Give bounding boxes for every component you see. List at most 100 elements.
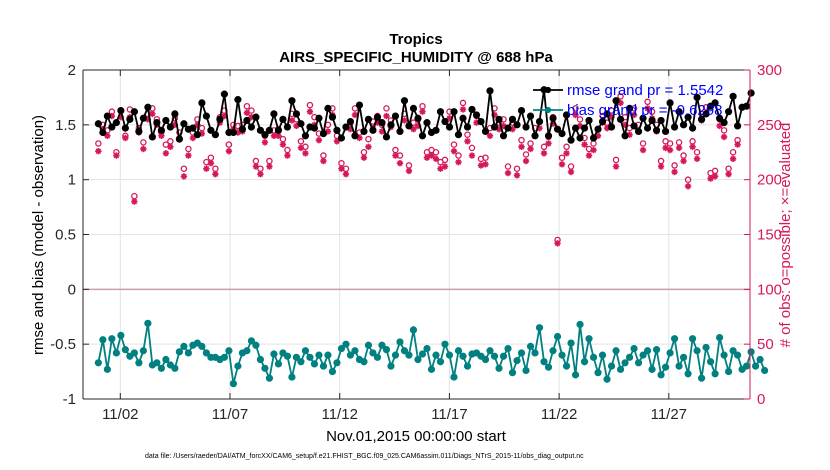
rmse-point xyxy=(319,130,328,138)
bias-point xyxy=(639,351,647,359)
rmse-point xyxy=(373,113,382,121)
possible-point xyxy=(684,176,692,183)
rmse-point xyxy=(112,119,120,127)
rmse-point xyxy=(144,103,152,111)
rmse-point xyxy=(652,126,661,134)
rmse-point xyxy=(630,122,638,130)
possible-point xyxy=(464,131,471,138)
evaluated-point xyxy=(536,124,543,132)
evaluated-point xyxy=(252,163,260,170)
rmse-point xyxy=(463,123,472,131)
evaluated-point xyxy=(167,143,174,150)
evaluated-point xyxy=(441,163,449,170)
possible-point xyxy=(306,101,314,109)
bias-point xyxy=(634,359,643,367)
bias-point xyxy=(153,359,161,367)
evaluated-point xyxy=(495,126,503,133)
bias-point xyxy=(99,336,107,344)
evaluated-point xyxy=(194,121,201,129)
evaluated-point xyxy=(270,132,278,139)
evaluated-point xyxy=(342,170,350,178)
bias-point xyxy=(616,365,625,373)
rmse-point xyxy=(175,135,183,143)
bias-point xyxy=(459,352,467,360)
bias-point xyxy=(288,373,296,381)
y-right-tick-label: 0 xyxy=(757,391,765,408)
evaluated-point xyxy=(459,106,467,113)
bias-point xyxy=(761,366,769,375)
evaluated-point xyxy=(572,111,579,119)
bias-point xyxy=(463,362,472,370)
evaluated-point xyxy=(293,122,300,130)
rmse-point xyxy=(382,133,391,141)
bias-point xyxy=(283,352,292,360)
evaluated-point xyxy=(117,113,125,121)
evaluated-point xyxy=(585,152,593,159)
rmse-point xyxy=(364,115,373,123)
bias-point xyxy=(306,353,314,361)
bias-point xyxy=(589,353,598,361)
evaluated-point xyxy=(617,99,624,107)
evaluated-point xyxy=(644,105,651,112)
possible-point xyxy=(563,143,570,151)
rmse-point xyxy=(742,102,751,110)
rmse-point xyxy=(544,132,553,140)
bias-point xyxy=(657,371,665,379)
possible-point xyxy=(365,135,372,143)
bias-point xyxy=(247,337,256,345)
rmse-point xyxy=(423,119,431,127)
bias-point xyxy=(454,347,463,355)
possible-point xyxy=(140,139,147,146)
rmse-point xyxy=(288,97,296,105)
evaluated-point xyxy=(207,160,215,167)
evaluated-point xyxy=(338,165,345,172)
evaluated-point xyxy=(522,157,530,165)
possible-point xyxy=(572,105,579,112)
bias-point xyxy=(558,351,566,359)
bias-point xyxy=(715,333,724,342)
legend-marker xyxy=(544,106,552,114)
evaluated-point xyxy=(684,183,692,190)
rmse-point xyxy=(621,132,629,140)
evaluated-point xyxy=(608,113,615,121)
evaluated-point xyxy=(594,132,602,139)
possible-point xyxy=(522,151,530,158)
bias-point xyxy=(270,350,278,358)
rmse-point xyxy=(625,104,634,112)
rmse-point xyxy=(378,119,386,127)
possible-point xyxy=(518,136,525,144)
evaluated-point xyxy=(140,145,147,153)
evaluated-point xyxy=(549,120,557,127)
rmse-point xyxy=(216,115,224,123)
possible-point xyxy=(720,127,728,134)
bias-point xyxy=(315,351,323,359)
possible-point xyxy=(410,119,417,126)
rmse-point xyxy=(594,125,602,133)
rmse-point xyxy=(490,123,499,131)
legend-label-1: bias grand pr = -0.6298 xyxy=(567,102,723,119)
y-left-tick-label: 0 xyxy=(68,281,76,298)
bias-point xyxy=(756,355,764,364)
rmse-point xyxy=(724,108,733,116)
evaluated-point xyxy=(171,121,179,129)
rmse-point xyxy=(256,126,265,134)
bias-point xyxy=(567,339,575,347)
evaluated-point xyxy=(689,143,696,150)
rmse-point xyxy=(657,116,665,125)
bias-point xyxy=(580,358,589,366)
bias-point xyxy=(499,352,508,360)
evaluated-point xyxy=(626,131,633,138)
rmse-point xyxy=(342,123,350,131)
bias-point xyxy=(144,319,152,327)
bias-point xyxy=(328,367,337,376)
bias-point xyxy=(504,344,512,353)
rmse-point xyxy=(103,112,111,120)
possible-point xyxy=(612,156,620,164)
rmse-point xyxy=(729,92,737,100)
rmse-point xyxy=(571,124,580,132)
evaluated-point xyxy=(527,145,534,153)
bias-point xyxy=(121,346,129,354)
bias-point xyxy=(405,351,413,359)
x-tick-label: 11/02 xyxy=(102,406,138,423)
rmse-point xyxy=(346,117,355,126)
